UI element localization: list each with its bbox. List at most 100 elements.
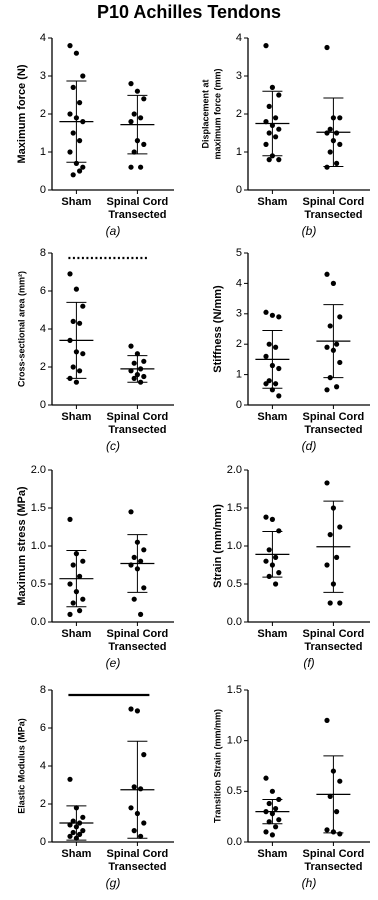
data-point bbox=[141, 96, 147, 102]
data-point bbox=[128, 706, 134, 712]
y-axis-label: Stiffness (N/mm) bbox=[212, 285, 224, 373]
data-point bbox=[70, 562, 76, 568]
figure-title: P10 Achilles Tendons bbox=[97, 2, 281, 22]
sd-bar bbox=[262, 90, 283, 157]
data-point bbox=[266, 819, 272, 825]
data-point bbox=[131, 554, 137, 561]
data-point bbox=[80, 558, 86, 564]
data-point bbox=[327, 149, 333, 155]
data-point bbox=[330, 280, 336, 286]
data-point bbox=[80, 73, 86, 79]
data-point bbox=[337, 778, 343, 784]
data-point bbox=[134, 351, 140, 357]
data-point bbox=[337, 141, 343, 147]
y-tick-label: 0 bbox=[40, 399, 46, 411]
sd-bar bbox=[127, 355, 148, 383]
data-point bbox=[334, 130, 340, 136]
x-tick-label: Transected bbox=[304, 424, 362, 436]
data-point bbox=[263, 558, 269, 564]
y-tick-label: 4 bbox=[40, 32, 46, 44]
data-point bbox=[276, 365, 282, 372]
panel-caption: (c) bbox=[106, 439, 120, 453]
data-point bbox=[73, 379, 79, 385]
data-point bbox=[263, 353, 269, 359]
sd-bar bbox=[127, 534, 148, 593]
y-tick-label: 4 bbox=[236, 277, 242, 289]
data-point bbox=[276, 570, 282, 576]
data-point bbox=[67, 833, 73, 839]
data-point bbox=[128, 119, 134, 125]
y-tick-label: 2 bbox=[40, 798, 46, 810]
y-tick-label: 1.0 bbox=[227, 735, 242, 747]
y-tick-label: 6 bbox=[40, 285, 46, 297]
data-point bbox=[266, 800, 272, 807]
data-point bbox=[77, 138, 83, 144]
data-point bbox=[67, 43, 73, 49]
x-tick-label: Spinal Cord bbox=[303, 848, 365, 860]
data-point bbox=[273, 581, 279, 587]
data-point bbox=[67, 516, 73, 523]
data-point bbox=[67, 776, 73, 782]
x-tick-label: Sham bbox=[257, 196, 287, 208]
y-axis-label: Maximum stress (MPa) bbox=[16, 486, 28, 606]
x-tick-label: Transected bbox=[108, 641, 166, 653]
y-axis-label: Maximum force (N) bbox=[16, 64, 28, 163]
x-tick-label: Transected bbox=[108, 209, 166, 221]
y-tick-label: 1.0 bbox=[227, 540, 242, 552]
data-point bbox=[266, 341, 272, 347]
data-point bbox=[327, 532, 333, 538]
data-point bbox=[273, 344, 279, 350]
y-tick-label: 2 bbox=[40, 361, 46, 373]
data-point bbox=[337, 600, 343, 606]
data-point bbox=[138, 833, 144, 839]
data-point bbox=[141, 358, 147, 364]
sd-bar bbox=[66, 80, 87, 163]
data-point bbox=[80, 303, 86, 309]
sd-bar bbox=[323, 304, 344, 379]
sd-bar bbox=[323, 500, 344, 593]
data-point bbox=[263, 775, 269, 781]
data-point bbox=[273, 134, 279, 140]
data-point bbox=[138, 164, 144, 170]
data-point bbox=[70, 364, 76, 370]
y-tick-label: 0 bbox=[236, 184, 242, 196]
y-tick-label: 3 bbox=[236, 70, 242, 82]
data-point bbox=[324, 130, 330, 136]
data-point bbox=[73, 286, 79, 292]
y-tick-label: 2 bbox=[236, 108, 242, 120]
data-point bbox=[128, 805, 134, 811]
data-point bbox=[327, 323, 333, 329]
y-tick-label: 0 bbox=[40, 836, 46, 848]
y-tick-label: 4 bbox=[40, 323, 46, 335]
x-tick-label: Spinal Cord bbox=[303, 196, 365, 208]
x-tick-label: Spinal Cord bbox=[303, 411, 365, 423]
data-point bbox=[263, 309, 269, 315]
y-axis-label: Strain (mm/mm) bbox=[212, 504, 224, 588]
x-tick-label: Spinal Cord bbox=[107, 411, 169, 423]
data-point bbox=[269, 516, 275, 523]
y-tick-label: 2 bbox=[236, 338, 242, 350]
y-tick-label: 1.0 bbox=[31, 540, 46, 552]
x-tick-label: Sham bbox=[61, 628, 91, 640]
x-tick-label: Transected bbox=[304, 861, 362, 873]
data-point bbox=[327, 793, 333, 800]
data-point bbox=[324, 344, 330, 350]
y-tick-label: 0.0 bbox=[31, 616, 46, 628]
y-axis-label: maximum force (mm) bbox=[212, 68, 222, 159]
y-tick-label: 1.5 bbox=[31, 502, 46, 514]
data-point bbox=[141, 373, 147, 380]
data-point bbox=[141, 752, 147, 758]
data-point bbox=[334, 809, 340, 815]
data-point bbox=[324, 480, 330, 486]
sd-bar bbox=[262, 330, 283, 389]
data-point bbox=[80, 351, 86, 357]
y-tick-label: 6 bbox=[40, 722, 46, 734]
data-point bbox=[77, 100, 83, 106]
y-tick-label: 1 bbox=[236, 146, 242, 158]
x-tick-label: Sham bbox=[61, 411, 91, 423]
y-tick-label: 1 bbox=[236, 369, 242, 381]
y-tick-label: 5 bbox=[236, 247, 242, 259]
data-point bbox=[327, 600, 333, 606]
y-tick-label: 1.5 bbox=[227, 684, 242, 696]
